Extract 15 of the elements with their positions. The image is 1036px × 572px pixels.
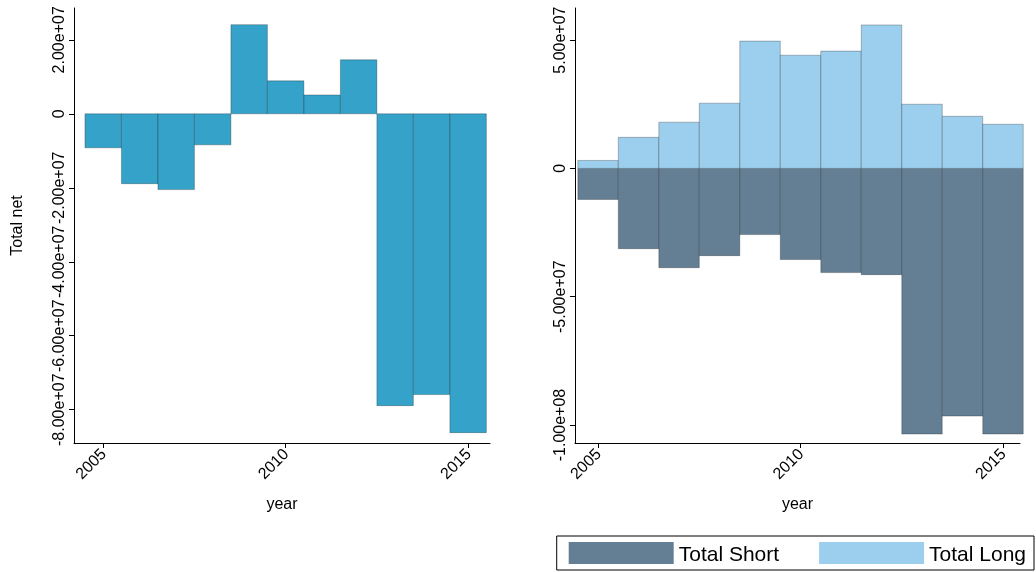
legend-label: Total Short xyxy=(678,541,780,565)
y-tick-label: -6.00e+07 xyxy=(49,299,67,372)
y-tick-label: 0 xyxy=(550,163,568,173)
y-tick-label: -2.00e+07 xyxy=(49,151,67,225)
y-axis-title: Total net xyxy=(7,194,25,256)
y-tick-label: 5.00e+07 xyxy=(550,6,568,74)
y-tick-label: 0 xyxy=(49,109,67,119)
y-tick-label: 2.00e+07 xyxy=(49,6,67,74)
y-tick-label: -5.00e+07 xyxy=(550,260,568,333)
y-tick-label: -8.00e+07 xyxy=(49,373,67,446)
y-tick-label: -1.00e+08 xyxy=(550,388,568,462)
y-tick-label: -4.00e+07 xyxy=(49,225,67,299)
x-axis-title: year xyxy=(266,494,299,512)
x-axis-title: year xyxy=(781,494,814,512)
legend-label: Total Long xyxy=(929,541,1027,565)
